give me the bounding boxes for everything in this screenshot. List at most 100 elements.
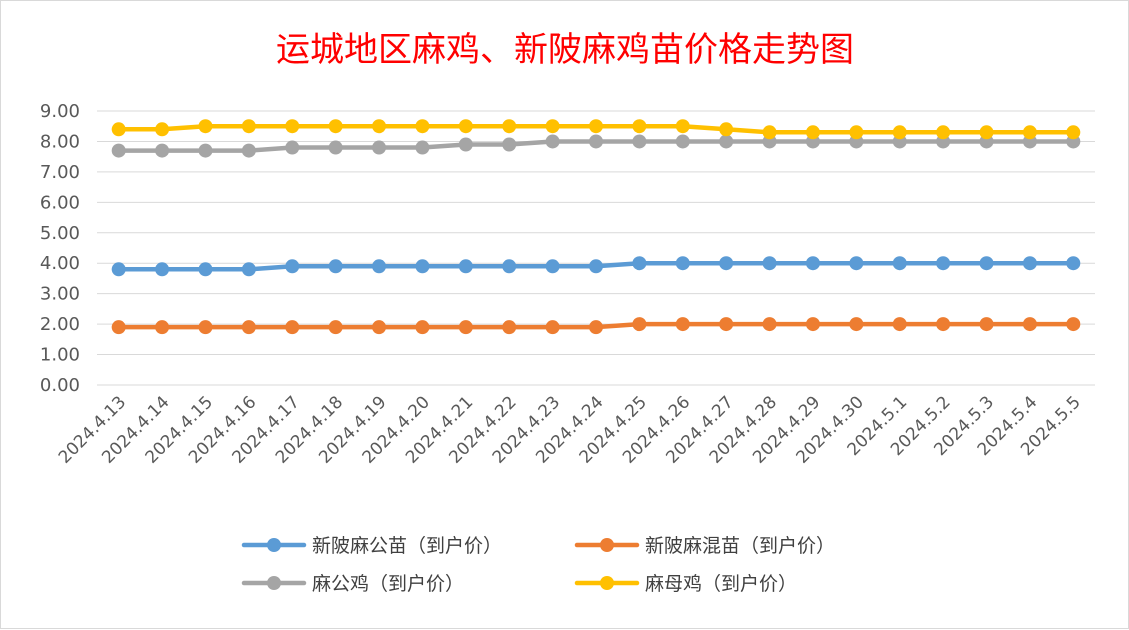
data-point <box>545 134 560 149</box>
data-point <box>675 119 690 134</box>
data-point <box>372 320 387 335</box>
data-point <box>762 317 777 332</box>
data-point <box>892 125 907 140</box>
data-point <box>502 119 517 134</box>
data-point <box>285 320 300 335</box>
data-point <box>458 259 473 274</box>
data-point <box>762 256 777 271</box>
legend-marker <box>267 538 281 552</box>
data-point <box>372 119 387 134</box>
legend-item: 麻公鸡（到户价） <box>241 573 464 595</box>
legend-item: 新陂麻混苗（到户价） <box>574 535 835 557</box>
y-tick-label: 3.00 <box>40 284 80 305</box>
data-point <box>805 125 820 140</box>
data-point <box>979 317 994 332</box>
data-point <box>155 143 170 158</box>
legend: 新陂麻公苗（到户价） 新陂麻混苗（到户价） 麻公鸡（到户价） 麻母鸡（到户价） <box>241 535 835 595</box>
y-tick-label: 8.00 <box>40 131 80 152</box>
data-point <box>458 119 473 134</box>
data-point <box>1022 317 1037 332</box>
data-point <box>675 256 690 271</box>
y-axis-ticks: 0.00 1.00 2.00 3.00 4.00 5.00 6.00 7.00 8.00 9.00 <box>40 101 80 396</box>
data-point <box>372 259 387 274</box>
data-point <box>979 256 994 271</box>
chart-title: 运城地区麻鸡、新陂麻鸡苗价格走势图 <box>276 30 854 70</box>
data-point <box>545 119 560 134</box>
data-point <box>719 122 734 137</box>
data-point <box>328 140 343 155</box>
data-point <box>111 143 126 158</box>
y-tick-label: 0.00 <box>40 375 80 396</box>
data-point <box>936 256 951 271</box>
data-point <box>111 122 126 137</box>
data-point <box>805 317 820 332</box>
data-point <box>979 125 994 140</box>
data-point <box>285 119 300 134</box>
data-point <box>241 262 256 277</box>
legend-marker <box>600 538 614 552</box>
data-point <box>892 317 907 332</box>
data-point <box>892 256 907 271</box>
y-tick-label: 5.00 <box>40 223 80 244</box>
series-1 <box>111 256 1081 277</box>
legend-item: 新陂麻公苗（到户价） <box>241 535 502 557</box>
data-point <box>502 137 517 152</box>
data-point <box>1066 317 1081 332</box>
data-point <box>372 140 387 155</box>
data-point <box>936 125 951 140</box>
data-point <box>675 317 690 332</box>
series-3 <box>111 134 1081 158</box>
data-point <box>1022 256 1037 271</box>
x-axis-ticks: 2024.4.132024.4.142024.4.152024.4.162024… <box>55 392 1085 467</box>
data-point <box>589 259 603 274</box>
legend-label: 新陂麻公苗（到户价） <box>312 535 502 557</box>
data-point <box>849 317 864 332</box>
data-point <box>1022 125 1037 140</box>
data-point <box>589 134 603 149</box>
data-point <box>632 119 647 134</box>
data-point <box>849 125 864 140</box>
data-point <box>849 256 864 271</box>
data-point <box>198 262 213 277</box>
data-point <box>502 259 517 274</box>
data-point <box>936 317 951 332</box>
data-point <box>632 317 647 332</box>
legend-marker <box>267 576 281 590</box>
data-point <box>458 137 473 152</box>
data-point <box>241 119 256 134</box>
data-point <box>328 320 343 335</box>
series-2 <box>111 317 1081 335</box>
data-point <box>415 140 430 155</box>
data-point <box>241 320 256 335</box>
data-point <box>458 320 473 335</box>
y-tick-label: 9.00 <box>40 101 80 122</box>
data-point <box>111 262 126 277</box>
data-point <box>155 122 170 137</box>
data-point <box>719 134 734 149</box>
data-point <box>675 134 690 149</box>
data-point <box>545 259 560 274</box>
data-point <box>719 256 734 271</box>
series-lines <box>111 119 1081 335</box>
data-point <box>285 259 300 274</box>
data-point <box>198 119 213 134</box>
data-point <box>719 317 734 332</box>
data-point <box>1066 125 1081 140</box>
y-tick-label: 7.00 <box>40 162 80 183</box>
data-point <box>1066 256 1081 271</box>
data-point <box>198 320 213 335</box>
data-point <box>155 320 170 335</box>
data-point <box>285 140 300 155</box>
data-point <box>415 259 430 274</box>
data-point <box>155 262 170 277</box>
y-tick-label: 2.00 <box>40 314 80 335</box>
data-point <box>328 119 343 134</box>
data-point <box>111 320 126 335</box>
legend-label: 新陂麻混苗（到户价） <box>645 535 835 557</box>
data-point <box>328 259 343 274</box>
y-tick-label: 6.00 <box>40 192 80 213</box>
data-point <box>502 320 517 335</box>
legend-item: 麻母鸡（到户价） <box>574 573 797 595</box>
data-point <box>632 256 647 271</box>
